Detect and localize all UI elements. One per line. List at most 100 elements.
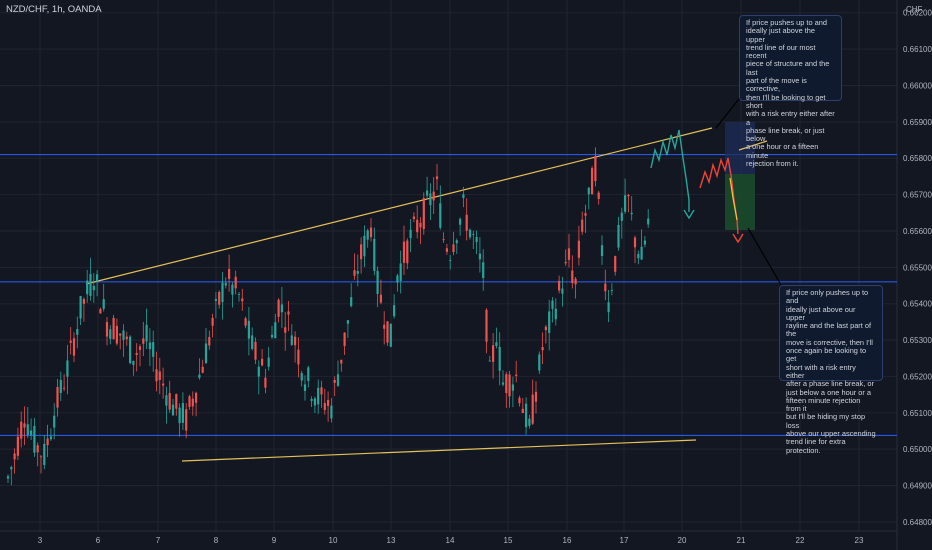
candle-body [600, 245, 604, 257]
candle-body [135, 352, 138, 355]
candle-body [353, 270, 356, 276]
candle-body [472, 234, 475, 235]
candle-body [264, 377, 267, 388]
price-tick-label: 0.65800 [903, 154, 932, 163]
candle-body [228, 269, 231, 279]
candle-body [442, 239, 445, 241]
candle-body [247, 320, 250, 339]
candle-body [297, 349, 300, 365]
candle-body [234, 276, 237, 289]
time-tick-label: 9 [272, 536, 277, 545]
candle-body [548, 311, 551, 333]
candle-body [604, 283, 607, 292]
candle-body [485, 309, 488, 342]
candle-body [218, 291, 221, 305]
candle-body [406, 240, 409, 264]
candle-body [571, 270, 574, 284]
candle-body [637, 254, 640, 259]
candle-body [478, 253, 481, 260]
candle-body [142, 338, 145, 344]
note-line: phase line break, or just below [746, 125, 825, 144]
candle-body [435, 176, 439, 180]
candle-body [195, 392, 198, 403]
candle-body [214, 299, 217, 302]
candle-body [165, 395, 168, 406]
time-tick-label: 23 [855, 536, 864, 545]
candle-body [482, 262, 485, 278]
annotation-note-top[interactable]: If price pushes up to and ideally just ab… [739, 15, 842, 168]
candle-body [277, 299, 280, 317]
candle-body [620, 212, 623, 221]
candle-body [119, 333, 122, 336]
candle-body [363, 235, 366, 257]
candle-body [633, 237, 637, 248]
candle-body [525, 403, 528, 428]
note-line: trend line of our most recent [746, 42, 816, 61]
candle-body [492, 345, 495, 362]
candle-body [591, 168, 594, 195]
candle-body [251, 335, 254, 349]
projection-path-green[interactable] [650, 129, 690, 212]
price-tick-label: 0.65100 [903, 409, 932, 418]
time-tick-label: 15 [504, 536, 513, 545]
candle-body [211, 317, 214, 326]
price-tick-label: 0.64900 [903, 482, 932, 491]
candle-body [158, 371, 161, 380]
candle-body [69, 340, 72, 343]
candle-body [20, 421, 23, 439]
candle-body [419, 222, 422, 228]
candle-body [614, 256, 617, 272]
candle-body [287, 311, 290, 315]
note-line: ideally just above our upper [786, 304, 856, 322]
candle-body [280, 304, 283, 313]
annotation-note-bottom[interactable]: If price only pushes up to and ideally ju… [779, 285, 883, 454]
candle-body [102, 299, 105, 309]
candle-body [320, 387, 323, 395]
note-line: If price only pushes up to and [786, 288, 869, 306]
candle-body [597, 192, 600, 199]
candle-body [607, 302, 610, 313]
time-tick-label: 3 [38, 536, 43, 545]
price-tick-label: 0.66100 [903, 45, 932, 54]
symbol-label[interactable]: NZD/CHF, 1h, OANDA [6, 4, 102, 15]
time-tick-label: 6 [96, 536, 101, 545]
candle-body [356, 271, 359, 274]
candle-body [59, 379, 62, 393]
note-line: with a risk entry either after a [746, 109, 835, 127]
projected-trendline[interactable] [738, 140, 768, 151]
candle-body [515, 374, 518, 376]
candle-body [303, 384, 307, 391]
candle-body [10, 467, 13, 470]
time-tick-label: 8 [214, 536, 219, 545]
candle-body [544, 326, 547, 331]
candle-body [30, 430, 33, 435]
lower-trendline[interactable] [181, 439, 697, 462]
candle-body [201, 366, 204, 373]
target-zone[interactable] [725, 174, 755, 230]
candle-body [528, 418, 531, 426]
candle-body [452, 244, 455, 253]
candle-body [561, 288, 564, 294]
time-tick-label: 21 [737, 536, 746, 545]
candle-body [376, 270, 379, 294]
candle-body [49, 436, 52, 440]
candle-body [393, 305, 396, 317]
price-tick-label: 0.64800 [903, 518, 932, 527]
candle-body [459, 218, 462, 225]
candle-body [237, 294, 241, 296]
candle-body [168, 393, 171, 410]
note-line: a one hour or a fifteen minute [746, 142, 819, 160]
candle-body [36, 445, 39, 453]
upper-trendline[interactable] [85, 127, 713, 285]
candle-body [270, 334, 274, 338]
candle-body [109, 329, 112, 339]
price-tick-label: 0.65400 [903, 300, 932, 309]
candle-body [409, 229, 412, 239]
candle-body [594, 155, 597, 182]
arrow-head-red-icon [732, 233, 744, 244]
candle-body [185, 409, 188, 431]
price-tick-label: 0.65200 [903, 372, 932, 381]
candle-body [340, 359, 343, 364]
